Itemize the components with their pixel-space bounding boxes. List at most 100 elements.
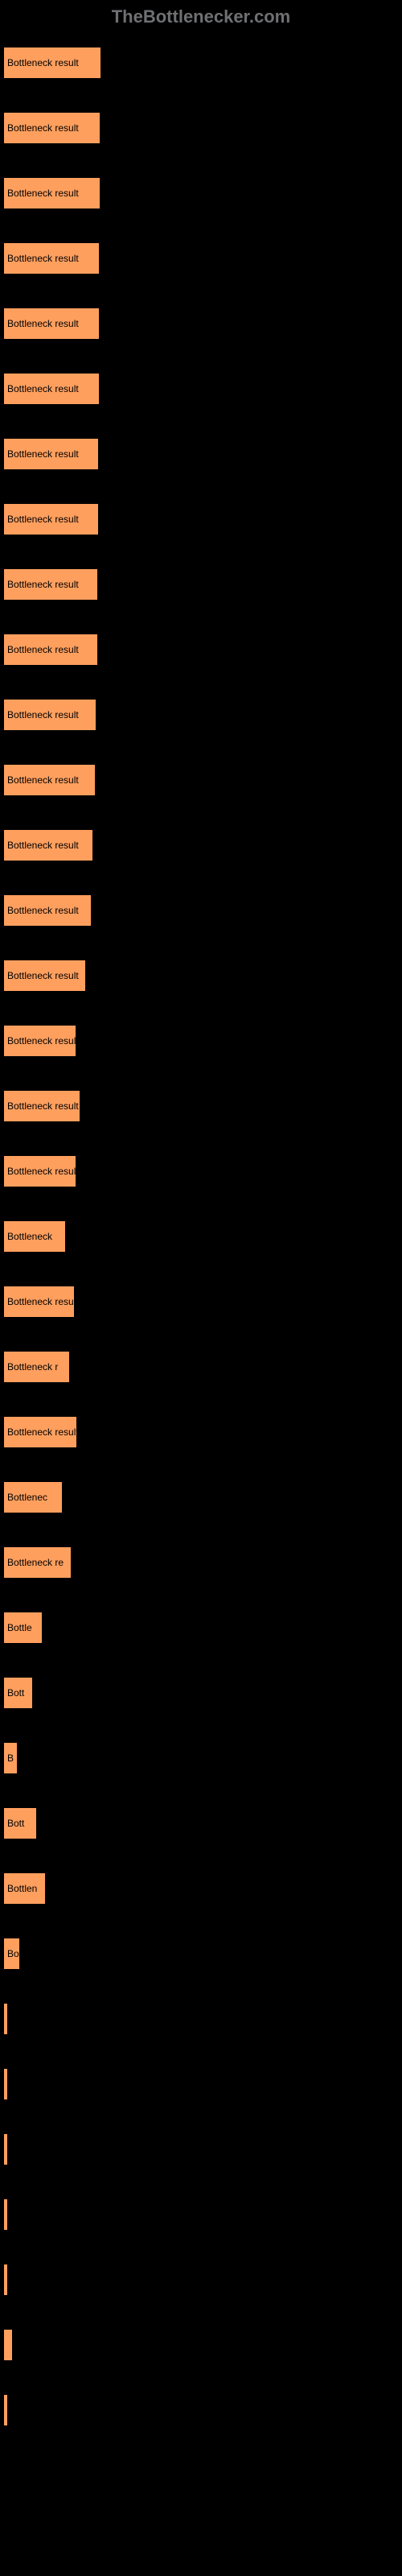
bar-label: Bottleneck — [7, 1231, 52, 1242]
bar[interactable]: Bottleneck result — [3, 1090, 80, 1122]
bar-label: Bottleneck result — [7, 1035, 76, 1046]
bar-label: Bottle — [7, 1622, 32, 1633]
bar-row: Bottleneck result — [3, 438, 399, 470]
bar-row: Bottleneck result — [3, 1025, 399, 1057]
bar-row: Bottleneck result — [3, 894, 399, 927]
bar[interactable] — [3, 2329, 13, 2361]
bar-label: Bottleneck result — [7, 253, 79, 264]
bar-label: Bottleneck result — [7, 644, 79, 655]
bar-label: Bottleneck result — [7, 709, 79, 720]
bar-row — [3, 2003, 399, 2035]
bar-label: Bottleneck result — [7, 579, 79, 590]
bar-row: Bottle — [3, 1612, 399, 1644]
bar-row: Bottleneck result — [3, 1416, 399, 1448]
bar-row — [3, 2329, 399, 2361]
bar-row: Bott — [3, 1677, 399, 1709]
bar[interactable]: Bottlenec — [3, 1481, 63, 1513]
bar[interactable]: Bottleneck result — [3, 373, 100, 405]
bar[interactable]: Bott — [3, 1677, 33, 1709]
bar-label: Bottleneck result — [7, 514, 79, 525]
bar-row: Bottleneck — [3, 1220, 399, 1253]
bar-row: Bottleneck r — [3, 1351, 399, 1383]
bar-label: Bottleneck result — [7, 840, 79, 851]
bar[interactable] — [3, 2198, 8, 2231]
site-header: TheBottlenecker.com — [0, 0, 402, 47]
bar-row: Bottleneck result — [3, 634, 399, 666]
bar-row: Bottleneck re — [3, 1546, 399, 1579]
bar-row: Bottlen — [3, 1872, 399, 1905]
bar[interactable]: Bottleneck result — [3, 960, 86, 992]
bar-label: Bottlenec — [7, 1492, 47, 1503]
bar-label: Bottleneck result — [7, 57, 79, 68]
bar[interactable]: Bottleneck result — [3, 242, 100, 275]
bar[interactable]: Bottleneck result — [3, 634, 98, 666]
bar[interactable]: Bottleneck result — [3, 829, 93, 861]
bar[interactable] — [3, 2003, 8, 2035]
bar-label: Bottleneck result — [7, 1296, 75, 1307]
bar[interactable] — [3, 2264, 8, 2296]
bar[interactable]: Bottleneck result — [3, 699, 96, 731]
bar-row: Bottleneck result — [3, 568, 399, 601]
bar-chart: Bottleneck result Bottleneck result Bottle… — [0, 47, 402, 2426]
bar[interactable]: Bottle — [3, 1612, 43, 1644]
bar[interactable]: Bottleneck result — [3, 1416, 77, 1448]
bar-row: Bottleneck result — [3, 242, 399, 275]
bar[interactable]: Bottleneck — [3, 1220, 66, 1253]
bar-row — [3, 2198, 399, 2231]
bar[interactable]: Bottleneck result — [3, 308, 100, 340]
bar[interactable]: Bottleneck result — [3, 568, 98, 601]
bar-label: Bottleneck result — [7, 122, 79, 134]
bar-row: Bottleneck result — [3, 308, 399, 340]
bar-row — [3, 2394, 399, 2426]
bar-row: Bottleneck result — [3, 829, 399, 861]
bar-row — [3, 2068, 399, 2100]
bar-label: Bottleneck result — [7, 318, 79, 329]
bar[interactable]: Bottlen — [3, 1872, 46, 1905]
bar[interactable]: Bottleneck result — [3, 112, 100, 144]
bar-row: Bottleneck result — [3, 373, 399, 405]
bar-row: Bott — [3, 1807, 399, 1839]
bar[interactable]: Bott — [3, 1807, 37, 1839]
bar[interactable]: Bo — [3, 1938, 20, 1970]
bar-row: B — [3, 1742, 399, 1774]
bar-row — [3, 2133, 399, 2165]
bar[interactable]: Bottleneck result — [3, 503, 99, 535]
bar[interactable] — [3, 2068, 8, 2100]
bar-row: Bottleneck result — [3, 177, 399, 209]
bar[interactable]: B — [3, 1742, 18, 1774]
bar-label: Bottleneck result — [7, 1100, 79, 1112]
bar-row: Bottleneck result — [3, 960, 399, 992]
bar-label: Bo — [7, 1948, 19, 1959]
bar[interactable]: Bottleneck result — [3, 438, 99, 470]
bar[interactable]: Bottleneck r — [3, 1351, 70, 1383]
bar[interactable] — [3, 2394, 8, 2426]
bar-label: Bottleneck result — [7, 1426, 77, 1438]
bar-row: Bottleneck result — [3, 47, 399, 79]
bar-label: Bottlen — [7, 1883, 37, 1894]
bar[interactable]: Bottleneck re — [3, 1546, 72, 1579]
bar-label: B — [7, 1752, 14, 1764]
bar[interactable]: Bottleneck result — [3, 177, 100, 209]
bar-label: Bottleneck result — [7, 905, 79, 916]
bar[interactable]: Bottleneck result — [3, 47, 101, 79]
bar-label: Bott — [7, 1818, 24, 1829]
bar[interactable]: Bottleneck result — [3, 894, 92, 927]
bar-row: Bottleneck result — [3, 699, 399, 731]
bar-label: Bottleneck result — [7, 188, 79, 199]
bar[interactable]: Bottleneck result — [3, 764, 96, 796]
bar-label: Bottleneck result — [7, 383, 79, 394]
bar-label: Bottleneck result — [7, 970, 79, 981]
bar-label: Bottleneck result — [7, 448, 79, 460]
bar[interactable] — [3, 2133, 8, 2165]
bar-label: Bott — [7, 1687, 24, 1699]
bar-row: Bottleneck result — [3, 112, 399, 144]
bar[interactable]: Bottleneck result — [3, 1025, 76, 1057]
bar-row: Bottleneck result — [3, 1090, 399, 1122]
bar[interactable]: Bottleneck result — [3, 1155, 76, 1187]
bar-label: Bottleneck result — [7, 774, 79, 786]
bar-row: Bo — [3, 1938, 399, 1970]
bar-label: Bottleneck result — [7, 1166, 76, 1177]
bar-row: Bottleneck result — [3, 764, 399, 796]
bar[interactable]: Bottleneck result — [3, 1286, 75, 1318]
bar-row: Bottleneck result — [3, 1155, 399, 1187]
